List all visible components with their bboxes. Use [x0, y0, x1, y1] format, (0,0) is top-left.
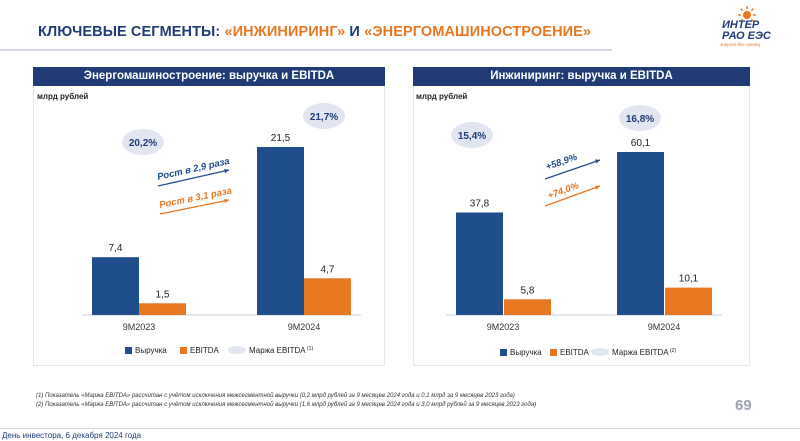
right-legend-margin: Маржа EBITDA [612, 348, 669, 357]
left-legend-ebitda: EBITDA [190, 346, 220, 355]
right-data-label: 37,8 [470, 198, 490, 209]
left-bar-ebitda [139, 303, 186, 315]
bottom-divider [0, 428, 800, 429]
left-legend-swatch-ebitda [180, 347, 187, 354]
left-margin-label: 20,2% [129, 138, 157, 149]
title-part-2: «ИНЖИНИРИНГ» [224, 24, 346, 40]
right-margin-ellipse [619, 105, 661, 131]
right-data-label: 60,1 [631, 138, 651, 149]
left-legend-swatch-margin [228, 346, 246, 354]
right-legend-margin-sup: (2) [670, 348, 676, 354]
right-category-label: 9М2024 [648, 322, 681, 332]
right-panel-frame [413, 67, 750, 366]
footnote-2: (2) Показатель «Маржа EBITDA» рассчитан … [36, 402, 537, 408]
left-growth-arrowhead [224, 168, 229, 174]
right-legend-ebitda: EBITDA [560, 348, 590, 357]
right-legend-swatch-revenue [500, 349, 507, 356]
right-growth-arrowhead [595, 185, 600, 190]
right-chart-title: Инжиниринг: выручка и EBITDA [413, 67, 750, 86]
left-growth-label: Рост в 2,9 раза [156, 156, 230, 183]
left-unit-label: млрд рублей [37, 92, 89, 101]
left-data-label: 1,5 [156, 289, 170, 300]
logo-tagline: энергия без границ [720, 42, 761, 47]
sun-logo-icon [738, 6, 756, 24]
right-legend-swatch-margin [591, 348, 609, 356]
left-chart-title: Энергомашиностроение: выручка и EBITDA [33, 67, 385, 86]
right-growth-label: +58,9% [544, 152, 579, 173]
right-growth-arrow-line [544, 185, 601, 207]
right-margin-label: 16,8% [626, 114, 654, 125]
left-category-label: 9М2024 [288, 322, 321, 332]
right-category-label: 9М2023 [487, 322, 520, 332]
left-data-label: 7,4 [109, 243, 123, 254]
left-data-label: 21,5 [271, 133, 291, 144]
left-legend-revenue: Выручка [135, 346, 167, 355]
left-legend-swatch-revenue [125, 347, 132, 354]
logo-line-2: РАО ЕЭС [722, 30, 771, 42]
logo-line-1: ИНТЕР [722, 19, 760, 31]
right-bar-revenue [456, 212, 503, 315]
left-data-label: 4,7 [321, 264, 335, 275]
left-legend-margin-sup: (1) [307, 346, 313, 352]
right-data-label: 10,1 [679, 274, 699, 285]
left-category-label: 9М2023 [123, 322, 156, 332]
slide-title: КЛЮЧЕВЫЕ СЕГМЕНТЫ: «ИНЖИНИРИНГ» И «ЭНЕРГ… [38, 24, 591, 40]
right-legend-swatch-ebitda [550, 349, 557, 356]
right-legend-revenue: Выручка [510, 348, 542, 357]
company-logo: ИНТЕР РАО ЕЭС энергия без границ [714, 6, 778, 52]
left-bar-revenue [92, 257, 139, 315]
right-unit-label: млрд рублей [416, 92, 468, 101]
left-margin-ellipse [303, 103, 345, 129]
title-part-4: «ЭНЕРГОМАШИНОСТРОЕНИЕ» [364, 24, 592, 40]
left-legend-margin: Маржа EBITDA [249, 346, 306, 355]
right-growth-arrowhead [595, 159, 600, 164]
right-growth-arrow-line [544, 159, 601, 180]
left-growth-arrow-line [157, 169, 230, 187]
right-bar-revenue [617, 152, 664, 315]
left-panel-frame [33, 67, 385, 366]
right-bar-ebitda [665, 287, 712, 315]
event-caption: День инвестора, 6 декабря 2024 года [2, 431, 142, 440]
right-data-label: 5,8 [521, 285, 535, 296]
left-growth-arrowhead [224, 198, 229, 204]
left-margin-ellipse [122, 129, 164, 155]
left-growth-arrow-line [159, 199, 230, 215]
left-bar-revenue [257, 147, 304, 315]
left-margin-label: 21,7% [310, 112, 338, 123]
title-part-3: И [345, 24, 365, 40]
right-bar-ebitda [504, 299, 551, 315]
title-part-1: КЛЮЧЕВЫЕ СЕГМЕНТЫ: [38, 24, 225, 40]
page-number: 69 [735, 397, 752, 414]
right-margin-label: 15,4% [458, 131, 486, 142]
title-divider [0, 49, 612, 51]
left-bar-ebitda [304, 278, 351, 315]
right-margin-ellipse [451, 122, 493, 148]
footnote-1: (1) Показатель «Маржа EBITDA» рассчитан … [36, 393, 515, 399]
